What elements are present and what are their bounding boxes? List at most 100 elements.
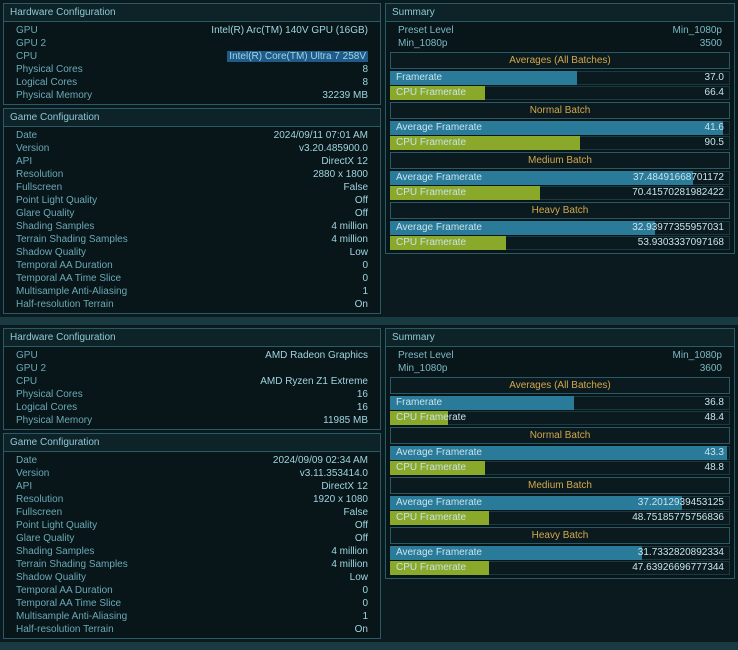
bar-value: 53.9303337097168	[638, 236, 724, 250]
config-value: 11985 MB	[323, 415, 368, 426]
framerate-bar: CPU Framerate48.8	[390, 461, 730, 475]
config-label: GPU	[16, 25, 38, 36]
bar-value: 48.75185775756836	[632, 511, 724, 525]
game-config-panel: Game ConfigurationDate2024/09/09 02:34 A…	[3, 433, 381, 639]
bar-label: Average Framerate	[396, 171, 482, 185]
config-value: Off	[355, 520, 368, 531]
batch-section-header: Averages (All Batches)	[390, 377, 730, 394]
framerate-bar: Average Framerate32.93977355957031	[390, 221, 730, 235]
config-row: CPUIntel(R) Core(TM) Ultra 7 258V	[8, 50, 376, 63]
config-value: 32239 MB	[322, 90, 368, 101]
config-value: 4 million	[331, 559, 368, 570]
batch-section-header: Averages (All Batches)	[390, 52, 730, 69]
game-config-header: Game Configuration	[4, 109, 380, 127]
config-value: 8	[362, 64, 368, 75]
config-label: API	[16, 481, 32, 492]
config-row: FullscreenFalse	[8, 181, 376, 194]
config-row: Shadow QualityLow	[8, 246, 376, 259]
bar-value: 41.6	[705, 121, 724, 135]
summary-panel: SummaryPreset LevelMin_1080pMin_1080p360…	[385, 328, 735, 579]
summary-label: Min_1080p	[398, 363, 447, 374]
config-label: Physical Cores	[16, 64, 83, 75]
config-value: Off	[355, 208, 368, 219]
config-label: Date	[16, 455, 37, 466]
hardware-config-panel: Hardware Configuration GPUIntel(R) Arc(TM…	[3, 3, 381, 105]
config-row: GPUIntel(R) Arc(TM) 140V GPU (16GB)	[8, 24, 376, 37]
config-label: Resolution	[16, 494, 63, 505]
summary-label: Preset Level	[398, 350, 454, 361]
hardware-config-header: Hardware Configuration	[4, 4, 380, 22]
config-row: Multisample Anti-Aliasing1	[8, 285, 376, 298]
batch-section-header: Normal Batch	[390, 427, 730, 444]
config-row: Half-resolution TerrainOn	[8, 623, 376, 636]
framerate-bar: CPU Framerate48.4	[390, 411, 730, 425]
right-column: SummaryPreset LevelMin_1080pMin_1080p350…	[385, 3, 735, 314]
config-label: Point Light Quality	[16, 195, 97, 206]
config-row: GPUAMD Radeon Graphics	[8, 349, 376, 362]
summary-row: Min_1080p3500	[390, 37, 730, 50]
config-label: Half-resolution Terrain	[16, 624, 114, 635]
benchmark-block: Hardware Configuration GPUAMD Radeon Grap…	[0, 325, 738, 650]
config-label: Physical Cores	[16, 389, 83, 400]
config-row: Temporal AA Time Slice0	[8, 272, 376, 285]
config-value: v3.20.485900.0	[299, 143, 368, 154]
bar-value: 31.7332820892334	[638, 546, 724, 560]
config-label: Glare Quality	[16, 533, 74, 544]
config-label: Fullscreen	[16, 182, 62, 193]
framerate-bar: Framerate37.0	[390, 71, 730, 85]
framerate-bar: CPU Framerate47.63926696777344	[390, 561, 730, 575]
bar-value: 66.4	[705, 86, 724, 100]
config-row: Point Light QualityOff	[8, 519, 376, 532]
config-row: Temporal AA Time Slice0	[8, 597, 376, 610]
config-value: 16	[357, 389, 368, 400]
config-label: Logical Cores	[16, 77, 77, 88]
game-config-header: Game Configuration	[4, 434, 380, 452]
framerate-bar: CPU Framerate48.75185775756836	[390, 511, 730, 525]
config-label: Terrain Shading Samples	[16, 234, 128, 245]
config-label: Terrain Shading Samples	[16, 559, 128, 570]
config-value: DirectX 12	[321, 156, 368, 167]
bar-value: 37.48491668701172	[633, 171, 724, 185]
config-row: Glare Quality Off	[8, 207, 376, 220]
bar-label: CPU Framerate	[396, 136, 466, 150]
bar-value: 48.8	[705, 461, 724, 475]
bar-label: Average Framerate	[396, 221, 482, 235]
config-row: GPU 2	[8, 37, 376, 50]
config-value: DirectX 12	[321, 481, 368, 492]
config-row: API DirectX 12	[8, 480, 376, 493]
config-row: Terrain Shading Samples 4 million	[8, 558, 376, 571]
config-label: Shading Samples	[16, 546, 94, 557]
hardware-config-header: Hardware Configuration	[4, 329, 380, 347]
config-value: 1920 x 1080	[313, 494, 368, 505]
batch-section-header: Medium Batch	[390, 477, 730, 494]
config-row: Half-resolution TerrainOn	[8, 298, 376, 311]
config-row: GPU 2	[8, 362, 376, 375]
config-row: Multisample Anti-Aliasing1	[8, 610, 376, 623]
config-row: Shading Samples4 million	[8, 220, 376, 233]
summary-value: Min_1080p	[673, 25, 722, 36]
config-row: Point Light QualityOff	[8, 194, 376, 207]
config-label: Temporal AA Time Slice	[16, 273, 121, 284]
config-value: 4 million	[331, 234, 368, 245]
config-label: GPU 2	[16, 38, 46, 49]
summary-value: 3600	[700, 363, 722, 374]
bar-value: 70.41570281982422	[632, 186, 724, 200]
summary-header: Summary	[386, 329, 734, 347]
config-row: Physical Cores 16	[8, 388, 376, 401]
left-column: Hardware Configuration GPUAMD Radeon Grap…	[3, 328, 381, 639]
summary-label: Min_1080p	[398, 38, 447, 49]
config-row: Shadow QualityLow	[8, 571, 376, 584]
batch-section-header: Heavy Batch	[390, 527, 730, 544]
framerate-bar: CPU Framerate66.4	[390, 86, 730, 100]
bar-value: 90.5	[705, 136, 724, 150]
config-label: Shadow Quality	[16, 247, 86, 258]
config-label: Fullscreen	[16, 507, 62, 518]
config-label: Multisample Anti-Aliasing	[16, 611, 127, 622]
config-row: Resolution2880 x 1800	[8, 168, 376, 181]
config-label: Glare Quality	[16, 208, 74, 219]
config-row: APIDirectX 12	[8, 155, 376, 168]
config-label: Physical Memory	[16, 415, 92, 426]
config-value: 2024/09/11 07:01 AM	[274, 130, 368, 141]
summary-panel: SummaryPreset LevelMin_1080pMin_1080p350…	[385, 3, 735, 254]
bar-label: CPU Framerate	[396, 561, 466, 575]
